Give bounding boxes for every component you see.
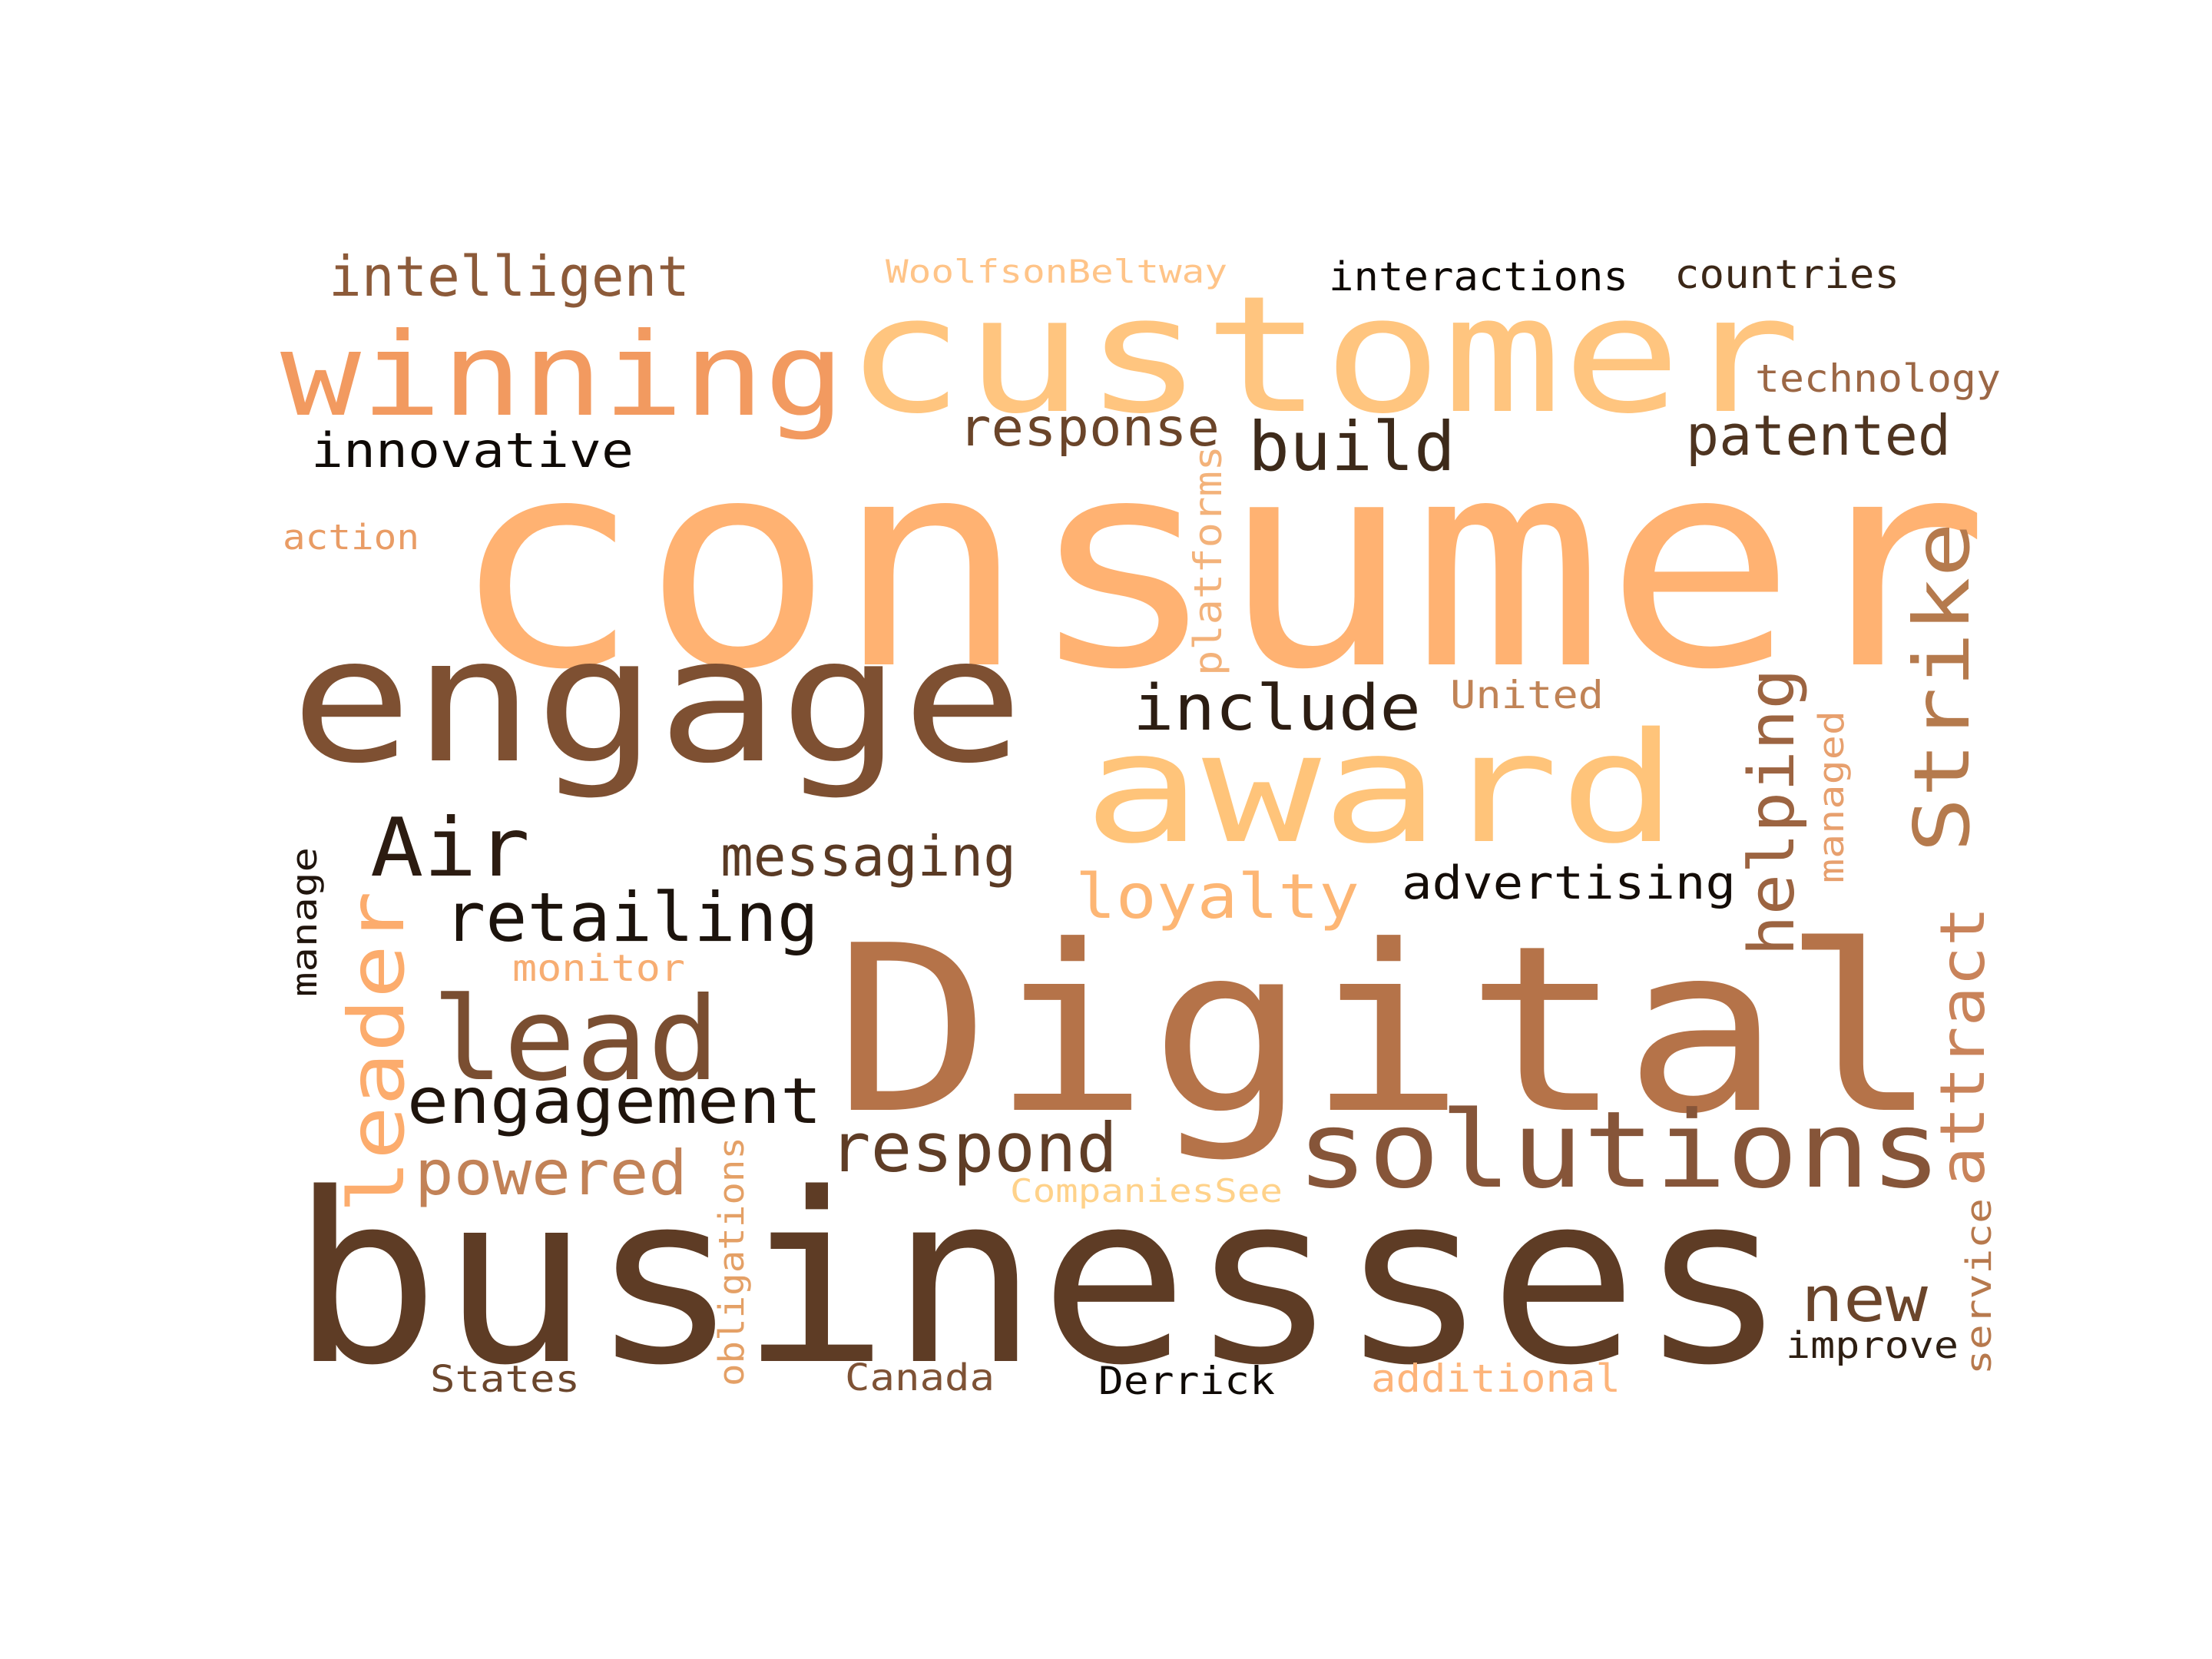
word-united: United bbox=[1450, 673, 1604, 717]
word-award: award bbox=[1083, 700, 1678, 877]
word-build: build bbox=[1248, 407, 1455, 486]
word-patented: patented bbox=[1686, 403, 1951, 468]
word-managed: managed bbox=[1811, 710, 1852, 883]
word-businesses: businesses bbox=[290, 1144, 1788, 1417]
word-action: action bbox=[283, 517, 419, 558]
word-loyalty: loyalty bbox=[1075, 861, 1359, 932]
word-woolfsonbeltway: WoolfsonBeltway bbox=[886, 253, 1227, 290]
word-messaging: messaging bbox=[720, 824, 1016, 889]
word-innovative: innovative bbox=[311, 422, 634, 478]
word-helping: helping bbox=[1736, 668, 1809, 956]
word-canada: Canada bbox=[845, 1356, 995, 1399]
word-attract: attract bbox=[1927, 906, 1998, 1187]
word-include: include bbox=[1133, 672, 1421, 745]
word-lead: lead bbox=[432, 973, 720, 1107]
word-advertising: advertising bbox=[1402, 856, 1736, 910]
word-platforms: platforms bbox=[1186, 445, 1230, 676]
word-leader: leader bbox=[332, 891, 422, 1214]
word-powered: powered bbox=[415, 1137, 687, 1209]
word-customer: customer bbox=[845, 261, 1801, 449]
word-retailing: retailing bbox=[444, 878, 819, 957]
word-intelligent: intelligent bbox=[329, 244, 690, 309]
word-additional: additional bbox=[1371, 1356, 1621, 1401]
word-manage: manage bbox=[284, 847, 325, 997]
word-technology: technology bbox=[1755, 356, 2001, 401]
word-service: service bbox=[1959, 1198, 1999, 1375]
word-air: Air bbox=[370, 801, 530, 895]
word-companiessee: CompaniesSee bbox=[1010, 1172, 1283, 1210]
word-strike: Strike bbox=[1897, 522, 1987, 853]
word-engage: engage bbox=[290, 601, 1024, 802]
word-new: new bbox=[1801, 1263, 1929, 1336]
word-interactions: interactions bbox=[1329, 254, 1628, 300]
word-winning: winning bbox=[280, 309, 845, 442]
word-derrick: Derrick bbox=[1098, 1359, 1275, 1403]
word-consumer: consumer bbox=[449, 398, 1989, 733]
word-solutions: solutions bbox=[1296, 1088, 1942, 1212]
word-obligations: obligations bbox=[711, 1137, 752, 1386]
word-engagement: engagement bbox=[407, 1065, 822, 1138]
word-response: response bbox=[959, 398, 1220, 459]
word-states: States bbox=[430, 1358, 580, 1401]
word-countries: countries bbox=[1674, 252, 1899, 298]
word-digital: Digital bbox=[833, 896, 1939, 1164]
word-improve: improve bbox=[1786, 1324, 1959, 1367]
word-respond: respond bbox=[830, 1108, 1118, 1187]
word-monitor: monitor bbox=[512, 947, 685, 990]
